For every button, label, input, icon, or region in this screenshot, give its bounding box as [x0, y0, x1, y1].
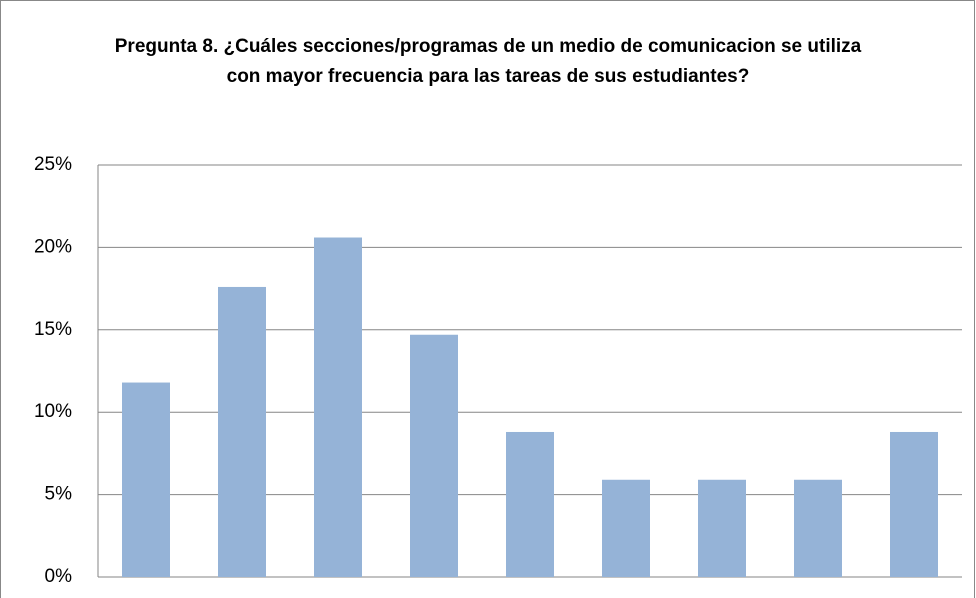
bar — [218, 286, 266, 577]
y-tick-label: 10% — [34, 401, 72, 422]
bar — [602, 479, 650, 577]
bar — [122, 382, 170, 577]
bar — [506, 431, 554, 577]
y-tick-label: 25% — [34, 154, 72, 175]
bar — [890, 431, 938, 577]
y-tick-label: 0% — [45, 566, 73, 587]
y-tick-label: 20% — [34, 236, 72, 257]
y-tick-label: 15% — [34, 319, 72, 340]
bar — [314, 237, 362, 577]
y-tick-label: 5% — [45, 484, 73, 505]
bar — [410, 334, 458, 577]
chart-title: Pregunta 8. ¿Cuáles secciones/programas … — [114, 36, 862, 87]
bar — [698, 479, 746, 577]
bar — [794, 479, 842, 577]
